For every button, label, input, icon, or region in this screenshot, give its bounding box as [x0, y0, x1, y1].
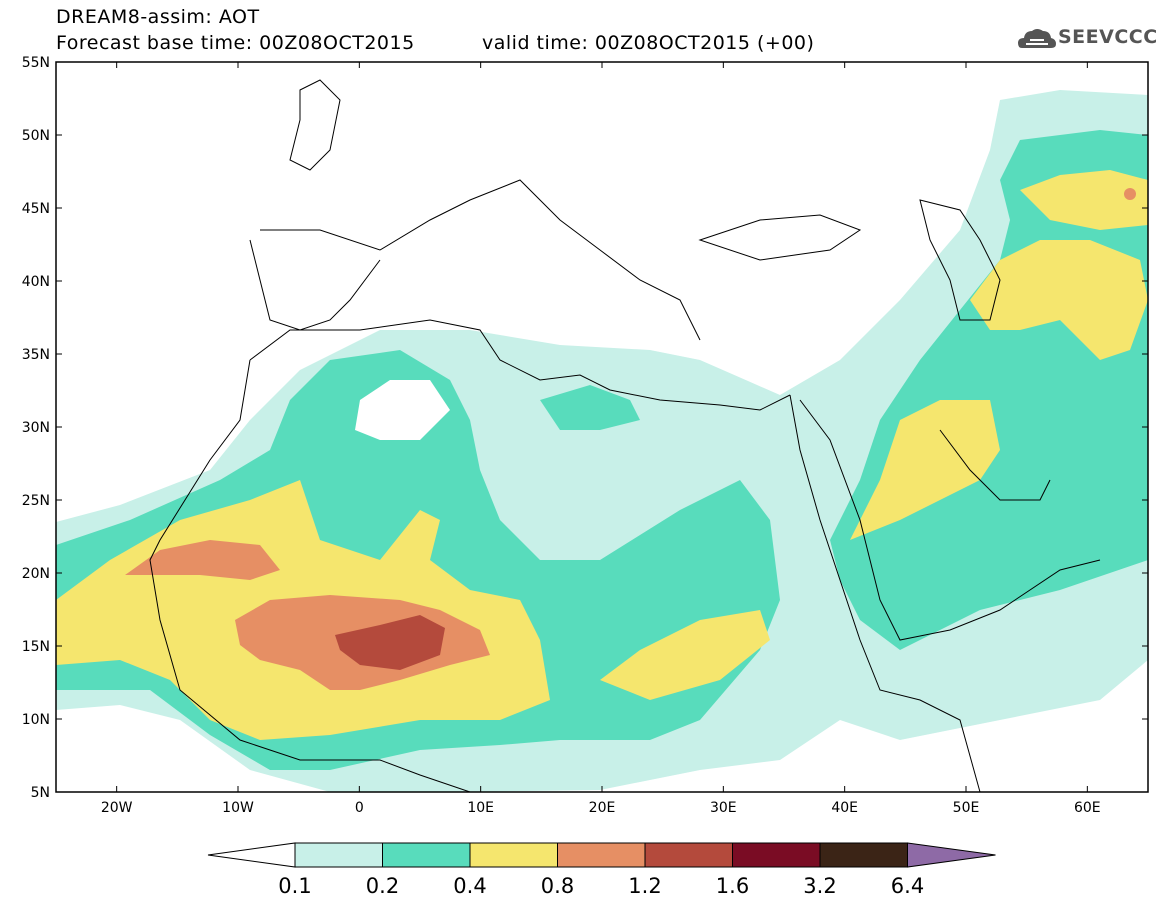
axis-ticks [56, 61, 1148, 793]
lat-label: 30N [22, 420, 50, 436]
coast-caspian [919, 199, 1001, 321]
aot-contours [56, 90, 1148, 792]
forecast-base-time: Forecast base time: 00Z08OCT2015 [56, 32, 415, 54]
coast-europe [260, 179, 701, 341]
colorbar-swatch [557, 842, 646, 868]
lat-label: 40N [22, 274, 50, 290]
colorbar-arrow-low [207, 842, 296, 868]
colorbar-swatch [294, 842, 383, 868]
latitude-labels: 55N 50N 45N 40N 35N 30N 25N 20N 15N 10N 5N [22, 55, 50, 801]
lon-label: 60E [1074, 800, 1101, 816]
lon-label: 0 [355, 800, 364, 816]
aot-hotspot-caspian [1124, 188, 1136, 200]
colorbar-label: 0.2 [366, 874, 399, 898]
coast-red-sea [789, 394, 981, 792]
coast-africa-west [149, 359, 471, 792]
valid-time: valid time: 00Z08OCT2015 (+00) [482, 32, 815, 54]
aot-band-0-4-caspian [970, 240, 1148, 360]
colorbar-label: 0.1 [278, 874, 311, 898]
lon-label: 10E [467, 800, 494, 816]
colorbar-label: 1.6 [716, 874, 749, 898]
longitude-labels: 20W 10W 0 10E 20E 30E 40E 50E 60E [101, 800, 1101, 816]
colorbar-swatch [469, 842, 558, 868]
lat-label: 10N [22, 712, 50, 728]
aot-band-0-4-sudan [600, 610, 770, 700]
colorbar-swatch [644, 842, 733, 868]
aot-clear-algeria [355, 380, 450, 440]
coast-black-sea [698, 214, 862, 261]
colorbar-swatch [732, 842, 821, 868]
coast-north-africa [249, 319, 791, 411]
lat-label: 25N [22, 493, 50, 509]
coast-persian-gulf [939, 429, 1051, 501]
coastlines [149, 79, 1101, 792]
lat-label: 50N [22, 128, 50, 144]
lat-label: 5N [31, 785, 50, 801]
colorbar-swatch [819, 842, 908, 868]
lon-label: 20E [589, 800, 616, 816]
colorbar-label: 1.2 [628, 874, 661, 898]
lat-label: 55N [22, 55, 50, 71]
aot-band-1-2 [335, 615, 445, 670]
colorbar-label: 0.8 [541, 874, 574, 898]
aot-band-0-8 [125, 540, 280, 580]
lat-label: 35N [22, 347, 50, 363]
lat-label: 15N [22, 639, 50, 655]
coast-iberia [249, 239, 381, 331]
lat-label: 20N [22, 566, 50, 582]
map-title: DREAM8-assim: AOT [56, 6, 260, 28]
coast-arabia [799, 399, 1101, 641]
lon-label: 40E [831, 800, 858, 816]
cloud-logo-icon [1018, 29, 1056, 48]
lat-label: 45N [22, 201, 50, 217]
colorbar-arrow-high [907, 842, 996, 868]
aot-colorbar: 0.1 0.2 0.4 0.8 1.2 1.6 3.2 6.4 [207, 842, 996, 898]
colorbar-label: 6.4 [891, 874, 924, 898]
lon-label: 50E [953, 800, 980, 816]
aot-band-0-2-libya [540, 385, 640, 430]
lon-label: 10W [222, 800, 254, 816]
lon-label: 20W [101, 800, 133, 816]
coast-uk [289, 79, 341, 171]
colorbar-label: 3.2 [803, 874, 836, 898]
logo-text: SEEVCCC [1058, 26, 1158, 48]
aot-band-0-4-arabia [850, 400, 1000, 540]
lon-label: 30E [710, 800, 737, 816]
colorbar-label: 0.4 [453, 874, 486, 898]
colorbar-swatch [382, 842, 471, 868]
aot-band-0-4-kazakh [1020, 170, 1148, 230]
